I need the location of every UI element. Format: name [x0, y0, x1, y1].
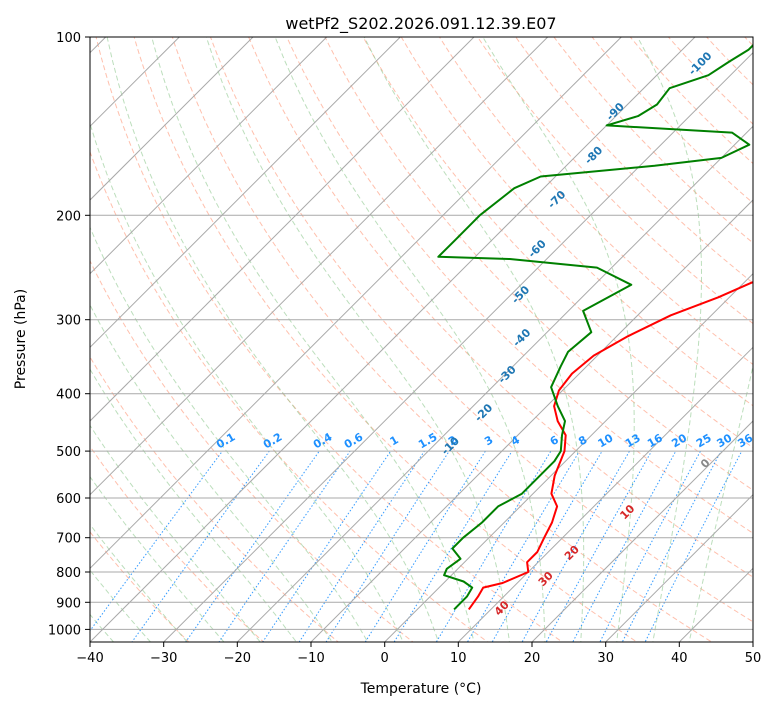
x-axis-label: Temperature (°C): [360, 681, 482, 697]
dry-adiabat: [400, 37, 753, 407]
x-tick-label: 40: [671, 651, 688, 666]
y-tick-label: 200: [56, 209, 81, 224]
moist-adiabat: [151, 37, 475, 642]
isotherm: [457, 346, 753, 642]
x-tick-label: 30: [597, 651, 614, 666]
x-tick-label: −20: [224, 651, 251, 666]
isotherm: [605, 493, 753, 642]
isotherm: [384, 272, 753, 642]
moist-adiabat: [106, 37, 440, 642]
data-lines: [437, 43, 753, 611]
dry-adiabat: [324, 37, 753, 491]
y-tick-label: 900: [56, 596, 81, 611]
y-tick-label: 100: [56, 31, 81, 46]
isotherm: [90, 37, 622, 570]
dry-adiabat: [90, 356, 339, 642]
isotherm: [90, 37, 549, 496]
dry-adiabat: [171, 37, 713, 642]
temperature-line: [467, 281, 753, 610]
dry-adiabat: [438, 37, 753, 366]
moist-adiabat: [90, 569, 152, 642]
isotherm: [310, 199, 753, 642]
mixing-ratio-line: [325, 450, 450, 642]
mixing-ratio-line: [218, 450, 351, 642]
x-tick-label: −40: [76, 651, 103, 666]
mixing-ratio-line: [521, 450, 630, 642]
dewpoint-line: [437, 43, 753, 611]
y-axis-label: Pressure (hPa): [13, 289, 29, 389]
dry-adiabat: [209, 37, 753, 623]
x-tick-label: −30: [150, 651, 177, 666]
mixing-ratio-line: [644, 450, 743, 642]
dry-adiabat: [286, 37, 753, 534]
dry-adiabat: [476, 37, 753, 325]
y-tick-label: 800: [56, 566, 81, 581]
moist-adiabat: [274, 37, 546, 642]
mixing-ratio-line: [621, 450, 722, 642]
y-tick-label: 500: [56, 445, 81, 460]
dry-adiabat: [515, 37, 753, 284]
y-tick-label: 700: [56, 532, 81, 547]
isotherm: [90, 37, 475, 422]
isotherm: [163, 51, 753, 642]
mixing-ratio-line: [393, 450, 513, 642]
mixing-ratio-line: [262, 450, 392, 642]
mixing-ratio-line: [185, 450, 320, 642]
x-tick-label: 50: [745, 651, 762, 666]
plot-frame: [89, 36, 754, 643]
dry-adiabat: [90, 259, 414, 642]
y-tick-label: 300: [56, 314, 81, 329]
x-tick-label: −10: [297, 651, 324, 666]
axes: −40 −30 −20 −10 0 10 20 30 40 50 100 200 300 400 500 60…: [48, 31, 761, 666]
mixing-ratio-line: [545, 450, 653, 642]
y-tick-label: 600: [56, 492, 81, 507]
isotherm: [90, 37, 328, 275]
chart-title: wetPf2_S202.2026.091.12.39.E07: [285, 14, 556, 34]
isotherm: [236, 125, 753, 642]
dry-adiabat: [553, 37, 753, 244]
isotherm: [90, 37, 254, 201]
dry-adiabat: [133, 37, 638, 642]
isotherm: [531, 420, 753, 642]
mixing-ratio-line: [131, 450, 270, 642]
mixing-ratio-line: [364, 450, 486, 642]
dry-adiabat: [362, 37, 753, 449]
moist-adiabat: [637, 37, 702, 642]
mixing-ratio-line: [491, 450, 603, 642]
moist-adiabat: [90, 226, 369, 642]
dry-adiabat: [90, 150, 489, 642]
dry-adiabat: [95, 37, 564, 642]
x-tick-label: 20: [524, 651, 541, 666]
x-tick-label: 10: [450, 651, 467, 666]
x-tick-label: 0: [381, 651, 389, 666]
moist-adiabat: [90, 523, 188, 642]
y-tick-label: 400: [56, 388, 81, 403]
isotherm: [90, 37, 696, 642]
y-tick-label: 1000: [48, 623, 81, 638]
isotherm: [90, 37, 401, 349]
